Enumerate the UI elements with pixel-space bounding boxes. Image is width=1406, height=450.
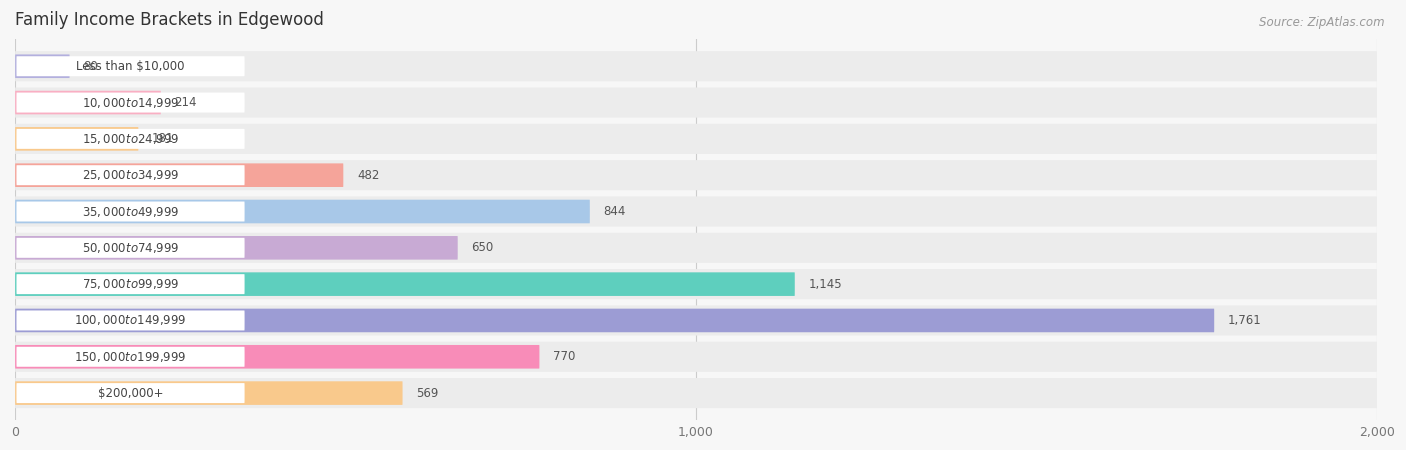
FancyBboxPatch shape [15,378,1376,408]
Text: 569: 569 [416,387,439,400]
Text: 844: 844 [603,205,626,218]
FancyBboxPatch shape [15,124,1376,154]
FancyBboxPatch shape [15,272,794,296]
Text: 482: 482 [357,169,380,182]
FancyBboxPatch shape [15,51,1376,81]
FancyBboxPatch shape [15,160,1376,190]
FancyBboxPatch shape [15,342,1376,372]
FancyBboxPatch shape [15,345,540,369]
Text: 770: 770 [553,350,575,363]
Text: $200,000+: $200,000+ [98,387,163,400]
Text: 214: 214 [174,96,197,109]
FancyBboxPatch shape [15,163,343,187]
FancyBboxPatch shape [15,197,1376,227]
FancyBboxPatch shape [15,127,138,151]
FancyBboxPatch shape [17,165,245,185]
Text: Family Income Brackets in Edgewood: Family Income Brackets in Edgewood [15,11,323,29]
FancyBboxPatch shape [17,274,245,294]
FancyBboxPatch shape [17,310,245,330]
FancyBboxPatch shape [15,269,1376,299]
FancyBboxPatch shape [15,54,69,78]
FancyBboxPatch shape [15,91,160,114]
FancyBboxPatch shape [17,56,245,76]
FancyBboxPatch shape [15,381,402,405]
Text: 181: 181 [152,132,174,145]
Text: $10,000 to $14,999: $10,000 to $14,999 [82,95,179,109]
Text: 1,145: 1,145 [808,278,842,291]
FancyBboxPatch shape [17,93,245,112]
FancyBboxPatch shape [15,309,1215,332]
FancyBboxPatch shape [17,202,245,221]
Text: Source: ZipAtlas.com: Source: ZipAtlas.com [1260,16,1385,29]
FancyBboxPatch shape [15,87,1376,117]
FancyBboxPatch shape [15,233,1376,263]
Text: 650: 650 [471,241,494,254]
FancyBboxPatch shape [15,200,589,223]
FancyBboxPatch shape [17,238,245,258]
FancyBboxPatch shape [15,306,1376,336]
Text: Less than $10,000: Less than $10,000 [76,60,184,73]
Text: $15,000 to $24,999: $15,000 to $24,999 [82,132,179,146]
Text: 1,761: 1,761 [1227,314,1261,327]
Text: $150,000 to $199,999: $150,000 to $199,999 [75,350,187,364]
Text: $25,000 to $34,999: $25,000 to $34,999 [82,168,179,182]
FancyBboxPatch shape [15,236,458,260]
FancyBboxPatch shape [17,347,245,367]
Text: $50,000 to $74,999: $50,000 to $74,999 [82,241,179,255]
FancyBboxPatch shape [17,383,245,403]
Text: $35,000 to $49,999: $35,000 to $49,999 [82,204,179,219]
Text: $100,000 to $149,999: $100,000 to $149,999 [75,314,187,328]
FancyBboxPatch shape [17,129,245,149]
Text: $75,000 to $99,999: $75,000 to $99,999 [82,277,179,291]
Text: 80: 80 [83,60,98,73]
